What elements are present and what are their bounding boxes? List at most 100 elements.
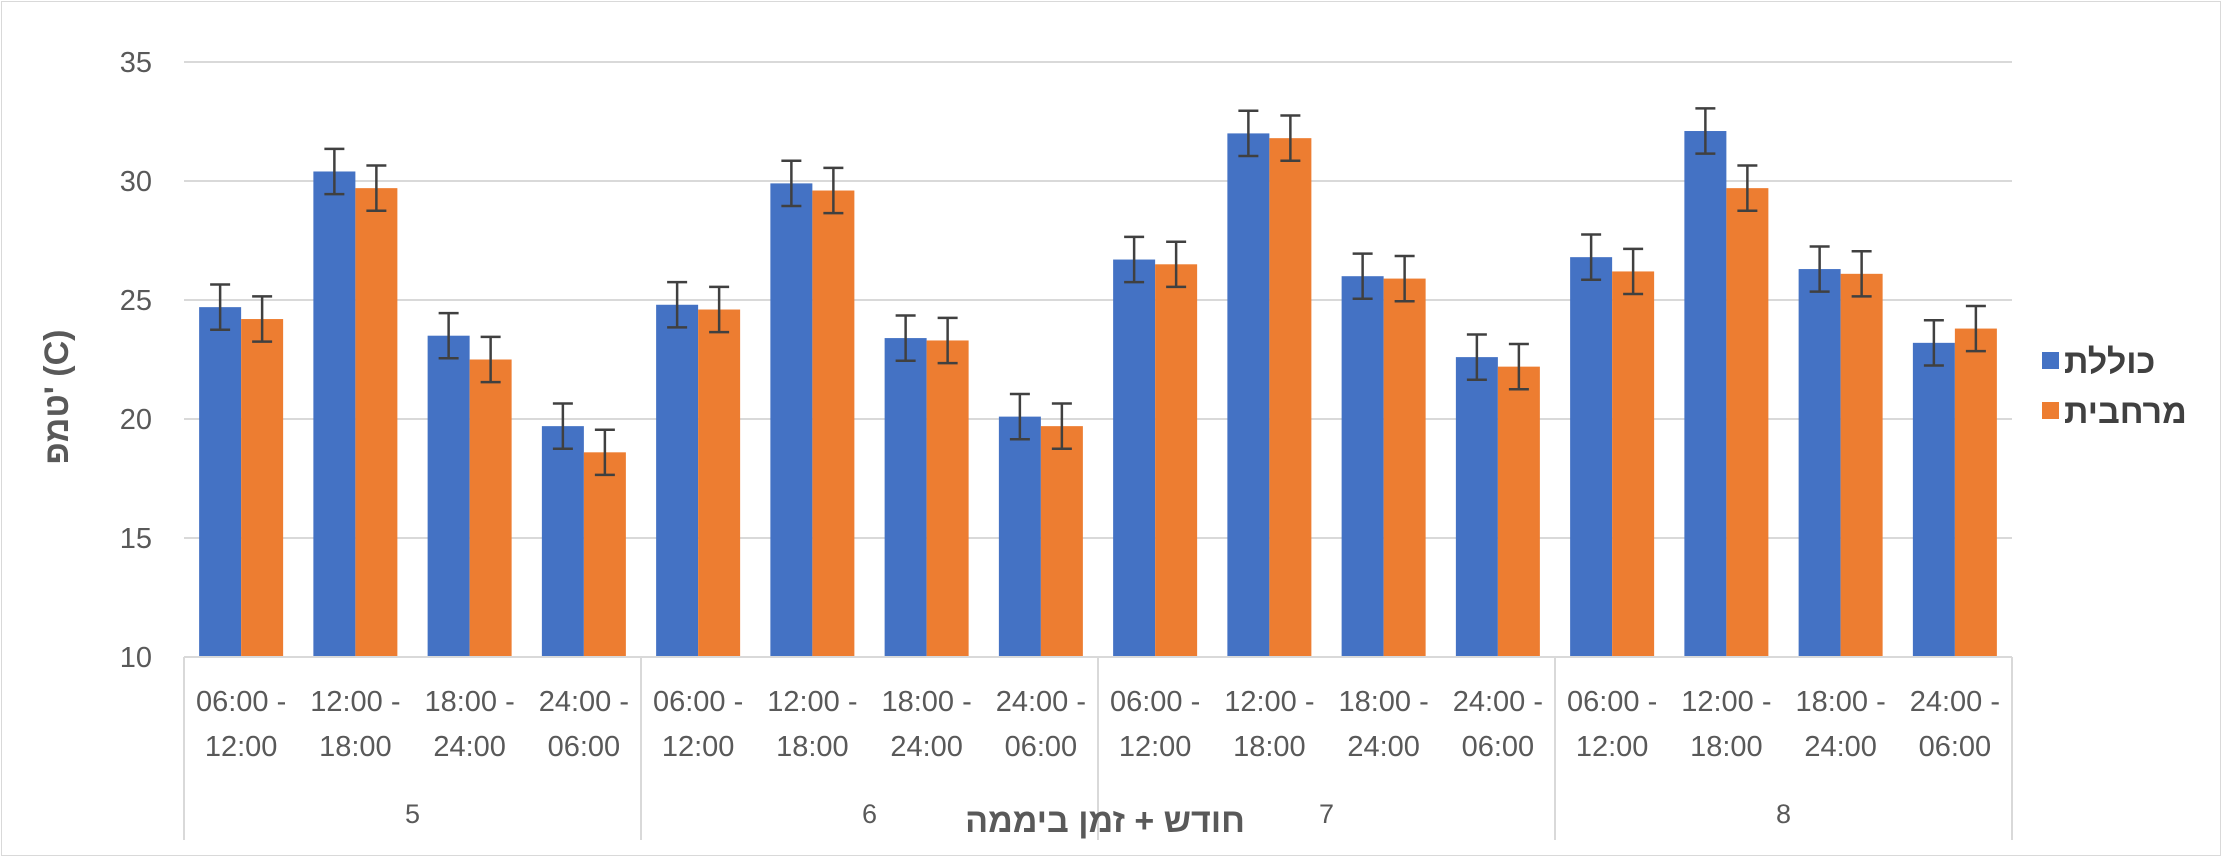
x-category-label-line1: 06:00 - bbox=[196, 686, 286, 718]
bar-series-2 bbox=[1155, 264, 1198, 657]
error-bars bbox=[210, 107, 1986, 477]
legend-label-series-2: מרחבית bbox=[2064, 393, 2187, 431]
error-bar-series-1 bbox=[895, 314, 916, 362]
x-category-label-line1: 12:00 - bbox=[1224, 686, 1314, 718]
bar-series-2 bbox=[469, 359, 512, 657]
bar-series-1 bbox=[656, 304, 699, 657]
x-category-label-line2: 24:00 bbox=[433, 731, 506, 763]
error-bar-series-1 bbox=[1809, 245, 1830, 293]
bar-series-2 bbox=[355, 188, 398, 657]
legend-swatch-series-1 bbox=[2042, 352, 2059, 369]
x-group-label: 5 bbox=[405, 799, 420, 829]
bars bbox=[199, 131, 1997, 658]
bar-series-1 bbox=[770, 183, 813, 657]
bar-series-2 bbox=[1040, 426, 1083, 657]
y-axis-title: טמפ' (C) bbox=[38, 330, 76, 465]
error-bar-series-2 bbox=[937, 316, 958, 365]
error-bar-series-2 bbox=[1051, 402, 1072, 450]
x-category-label-line1: 18:00 - bbox=[1338, 686, 1428, 718]
x-category-label-line1: 24:00 - bbox=[1910, 686, 2000, 718]
x-category-label-line1: 06:00 - bbox=[1567, 686, 1657, 718]
x-category-label-line2: 18:00 bbox=[1690, 731, 1763, 763]
y-tick-label: 25 bbox=[120, 285, 152, 317]
x-category-label-line1: 12:00 - bbox=[1681, 686, 1771, 718]
bar-series-1 bbox=[1227, 133, 1270, 657]
x-category-label-line2: 12:00 bbox=[1576, 731, 1649, 763]
error-bar-series-2 bbox=[366, 164, 387, 212]
error-bar-series-1 bbox=[1124, 235, 1145, 284]
x-category-label-line2: 12:00 bbox=[662, 731, 735, 763]
x-category-label-line1: 06:00 - bbox=[1110, 686, 1200, 718]
bar-series-1 bbox=[313, 171, 356, 658]
error-bar-series-1 bbox=[1923, 318, 1944, 367]
x-category-label-line1: 12:00 - bbox=[310, 686, 400, 718]
bar-series-2 bbox=[1383, 278, 1426, 657]
bar-series-2 bbox=[1954, 328, 1997, 657]
error-bar-series-2 bbox=[1965, 304, 1986, 353]
x-category-label-line2: 06:00 bbox=[1462, 731, 1535, 763]
x-category-label-line2: 18:00 bbox=[1233, 731, 1306, 763]
error-bar-series-2 bbox=[1623, 247, 1644, 296]
error-bar-series-1 bbox=[210, 283, 231, 331]
error-bar-series-2 bbox=[709, 285, 730, 334]
x-group-label: 8 bbox=[1776, 799, 1791, 829]
error-bar-series-2 bbox=[1394, 254, 1415, 303]
x-category-label-line2: 18:00 bbox=[319, 731, 392, 763]
x-category-label-line2: 06:00 bbox=[1919, 731, 1992, 763]
x-category-label-line1: 12:00 - bbox=[767, 686, 857, 718]
x-group-labels: 5 6 7 8 bbox=[405, 799, 1791, 829]
x-category-labels: 06:00 - 12:00 12:00 - 18:00 18:00 - 24:00 24:0… bbox=[196, 686, 2000, 763]
bar-series-1 bbox=[1113, 259, 1156, 657]
error-bar-series-2 bbox=[1166, 240, 1187, 289]
legend-label-series-1: כוללת bbox=[2064, 343, 2155, 381]
bar-series-1 bbox=[998, 416, 1041, 657]
legend-swatch-series-2 bbox=[2042, 402, 2059, 419]
bar-series-2 bbox=[1269, 138, 1312, 657]
error-bar-series-1 bbox=[438, 311, 459, 360]
error-bar-series-2 bbox=[480, 335, 501, 384]
x-category-label-line2: 12:00 bbox=[1119, 731, 1192, 763]
bar-series-2 bbox=[241, 319, 284, 657]
x-category-label-line1: 06:00 - bbox=[653, 686, 743, 718]
x-category-label-line2: 24:00 bbox=[1347, 731, 1420, 763]
x-category-label-line2: 18:00 bbox=[776, 731, 849, 763]
x-axis bbox=[183, 656, 2013, 840]
x-axis-title: חודש + זמן ביממה bbox=[965, 802, 1245, 840]
error-bar-series-2 bbox=[594, 428, 615, 477]
x-category-label-line1: 24:00 - bbox=[539, 686, 629, 718]
x-category-label-line2: 06:00 bbox=[548, 731, 621, 763]
error-bar-series-1 bbox=[1581, 233, 1602, 282]
error-bar-series-2 bbox=[1280, 114, 1301, 163]
error-bar-series-2 bbox=[823, 166, 844, 215]
bar-series-1 bbox=[427, 335, 470, 657]
y-tick-label: 15 bbox=[120, 523, 152, 555]
x-category-label-line1: 24:00 - bbox=[996, 686, 1086, 718]
x-category-label-line2: 06:00 bbox=[1005, 731, 1078, 763]
bar-series-1 bbox=[1912, 342, 1955, 657]
error-bar-series-1 bbox=[1695, 107, 1716, 155]
error-bar-series-1 bbox=[1352, 252, 1373, 301]
bar-series-1 bbox=[541, 426, 584, 657]
bar-series-1 bbox=[1798, 269, 1841, 657]
error-bar-series-2 bbox=[252, 295, 273, 343]
bar-series-1 bbox=[199, 307, 242, 657]
x-category-label-line2: 24:00 bbox=[890, 731, 963, 763]
bar-series-2 bbox=[1612, 271, 1655, 657]
error-bar-series-1 bbox=[324, 147, 345, 196]
bar-series-2 bbox=[1840, 273, 1883, 657]
bar-series-2 bbox=[812, 190, 855, 657]
error-bar-series-1 bbox=[667, 280, 688, 329]
error-bar-series-1 bbox=[1238, 109, 1259, 158]
y-tick-label: 35 bbox=[120, 47, 152, 79]
error-bar-series-2 bbox=[1737, 164, 1758, 212]
error-bar-series-2 bbox=[1851, 249, 1872, 298]
bar-series-2 bbox=[583, 452, 626, 657]
bar-series-2 bbox=[926, 340, 969, 657]
x-category-label-line1: 18:00 - bbox=[1795, 686, 1885, 718]
x-category-label-line1: 18:00 - bbox=[881, 686, 971, 718]
y-tick-labels: 10 15 20 25 30 35 bbox=[120, 47, 152, 674]
bar-series-1 bbox=[1455, 357, 1498, 657]
legend: כוללת מרחבית bbox=[2042, 343, 2187, 431]
bar-series-1 bbox=[884, 338, 927, 657]
